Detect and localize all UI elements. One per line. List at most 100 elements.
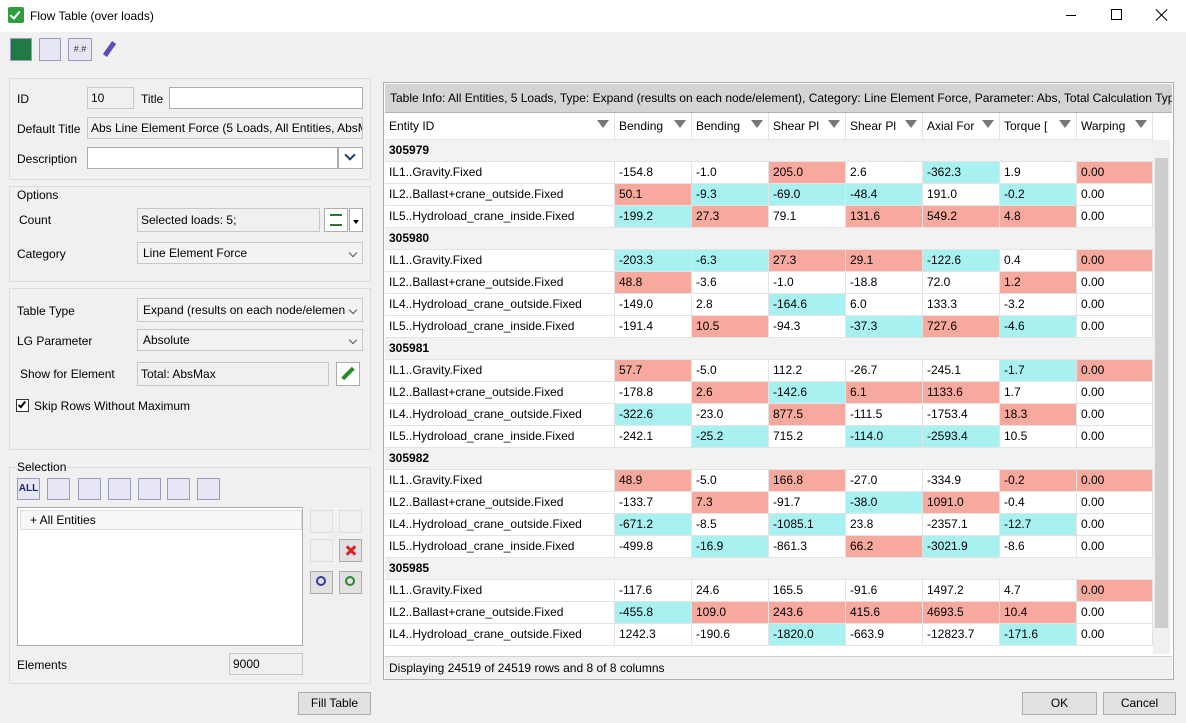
maximize-button[interactable] — [1111, 9, 1122, 20]
value-cell: 133.3 — [923, 294, 1000, 316]
column-header[interactable]: Shear Pl — [846, 113, 923, 140]
format-button[interactable]: #.# — [68, 38, 92, 61]
arrow — [353, 220, 359, 224]
minimize-button[interactable] — [1066, 15, 1076, 16]
select-box-button[interactable] — [108, 478, 131, 500]
pencil-glyph — [341, 366, 355, 381]
load-list-dropdown[interactable] — [349, 208, 363, 232]
filter-icon[interactable] — [1059, 120, 1071, 128]
value-cell: 0.00 — [1077, 316, 1153, 338]
lg-parameter-combo[interactable]: Absolute — [137, 329, 363, 351]
close-button[interactable] — [1155, 8, 1169, 22]
column-header[interactable]: Bending — [615, 113, 692, 140]
value-cell: 0.00 — [1077, 294, 1153, 316]
value-cell: 0.00 — [1077, 624, 1153, 646]
value-cell: -9.3 — [692, 184, 769, 206]
select-tree-button[interactable] — [47, 478, 70, 500]
filter-icon[interactable] — [982, 120, 994, 128]
excel-button[interactable] — [10, 38, 32, 61]
column-header[interactable]: Torque [ — [1000, 113, 1077, 140]
value-cell: -178.8 — [615, 382, 692, 404]
entity-cell: IL4..Hydroload_crane_outside.Fixed — [385, 404, 615, 426]
table-type-value: Expand (results on each node/elemen — [143, 303, 346, 317]
select-add-button[interactable] — [78, 478, 101, 500]
value-cell: -663.9 — [846, 624, 923, 646]
edit-selection-button[interactable] — [339, 510, 362, 533]
entity-cell: IL5..Hydroload_crane_inside.Fixed — [385, 316, 615, 338]
column-header[interactable]: Entity ID — [385, 113, 615, 140]
value-cell: -0.2 — [1000, 184, 1077, 206]
value-cell: 27.3 — [769, 250, 846, 272]
lens — [316, 576, 326, 586]
tree-item[interactable]: + All Entities — [20, 510, 302, 530]
move-up-button[interactable] — [310, 510, 333, 533]
value-cell: -26.7 — [846, 360, 923, 382]
selection-group — [9, 467, 371, 684]
load-list-button[interactable] — [324, 208, 348, 232]
value-cell: -322.6 — [615, 404, 692, 426]
value-cell: 0.00 — [1077, 602, 1153, 624]
delete-button[interactable] — [167, 478, 190, 500]
zoom-button[interactable] — [310, 571, 333, 594]
copy-button[interactable] — [39, 38, 61, 61]
clear-button[interactable] — [100, 40, 118, 60]
zoom-fit-button[interactable] — [339, 571, 362, 594]
value-cell: -3.6 — [692, 272, 769, 294]
column-header[interactable]: Axial For — [923, 113, 1000, 140]
value-cell: -191.4 — [615, 316, 692, 338]
entity-cell: IL1..Gravity.Fixed — [385, 470, 615, 492]
value-cell: 191.0 — [923, 184, 1000, 206]
title-input[interactable] — [169, 87, 363, 109]
filter-icon[interactable] — [828, 120, 840, 128]
category-combo[interactable]: Line Element Force — [137, 242, 363, 264]
entity-cell: IL4..Hydroload_crane_outside.Fixed — [385, 514, 615, 536]
skip-rows-checkbox[interactable] — [16, 399, 29, 412]
value-cell: -455.8 — [615, 602, 692, 624]
filter-icon[interactable] — [905, 120, 917, 128]
ok-button[interactable]: OK — [1022, 692, 1097, 715]
value-cell: 4.8 — [1000, 206, 1077, 228]
value-cell: -499.8 — [615, 536, 692, 558]
table-type-combo[interactable]: Expand (results on each node/elemen — [137, 298, 363, 322]
value-cell: -133.7 — [615, 492, 692, 514]
value-cell: 0.00 — [1077, 206, 1153, 228]
value-cell: 2.6 — [846, 162, 923, 184]
show-for-element-label: Show for Element — [20, 367, 115, 381]
value-cell: 0.00 — [1077, 492, 1153, 514]
filter-icon[interactable] — [597, 120, 609, 128]
value-cell: -154.8 — [615, 162, 692, 184]
filter-icon[interactable] — [674, 120, 686, 128]
column-header[interactable]: Shear Pl — [769, 113, 846, 140]
value-cell: -671.2 — [615, 514, 692, 536]
select-all-button[interactable]: ALL — [17, 478, 40, 500]
filter-icon[interactable] — [1135, 120, 1147, 128]
description-dropdown[interactable] — [338, 147, 363, 169]
vertical-scrollbar[interactable] — [1153, 140, 1170, 654]
scroll-thumb[interactable] — [1155, 158, 1168, 628]
value-cell: 727.6 — [923, 316, 1000, 338]
select-remove-button[interactable] — [138, 478, 161, 500]
window-title: Flow Table (over loads) — [30, 9, 154, 23]
entity-cell: IL1..Gravity.Fixed — [385, 360, 615, 382]
value-cell: 24.6 — [692, 580, 769, 602]
color-button[interactable] — [197, 478, 220, 500]
edit-button[interactable] — [336, 362, 360, 386]
value-cell: 1.2 — [1000, 272, 1077, 294]
value-cell: 4693.5 — [923, 602, 1000, 624]
cancel-button[interactable]: Cancel — [1103, 692, 1176, 715]
filter-icon[interactable] — [751, 120, 763, 128]
value-cell: 0.00 — [1077, 426, 1153, 448]
column-header[interactable]: Bending — [692, 113, 769, 140]
move-down-button[interactable] — [310, 539, 333, 562]
value-cell: 0.00 — [1077, 470, 1153, 492]
value-cell: -1.0 — [769, 272, 846, 294]
entity-cell: IL2..Ballast+crane_outside.Fixed — [385, 602, 615, 624]
column-header[interactable]: Warping — [1077, 113, 1153, 140]
id-label: ID — [17, 92, 29, 106]
fill-table-button[interactable]: Fill Table — [298, 692, 371, 715]
value-cell: 0.00 — [1077, 514, 1153, 536]
value-cell: 549.2 — [923, 206, 1000, 228]
description-input[interactable] — [87, 147, 338, 169]
remove-button[interactable] — [339, 539, 362, 562]
group-row: 305981 — [385, 338, 1153, 360]
